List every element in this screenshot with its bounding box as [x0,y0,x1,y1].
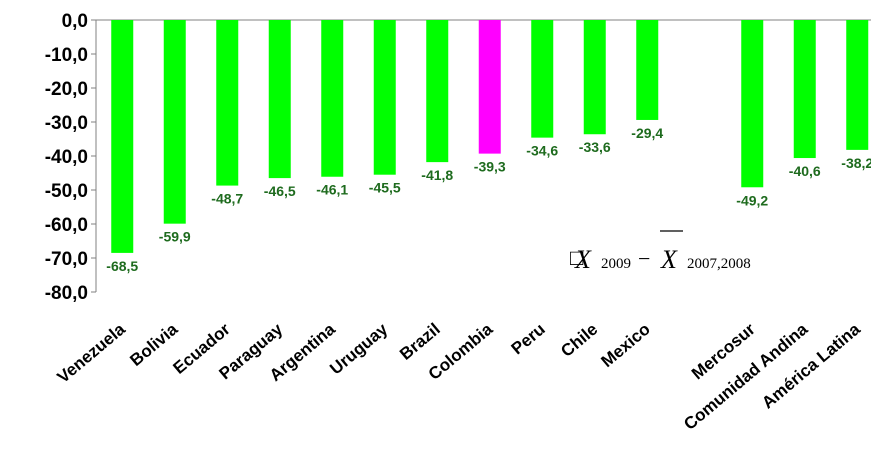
y-tick-label: -10,0 [45,45,88,66]
y-tick-label: -30,0 [45,113,88,134]
x-tick-label: Venezuela [54,319,130,387]
formula-box: □ [570,245,583,270]
data-label: -41,8 [421,167,453,183]
bar [268,20,291,179]
data-label: -45,5 [369,180,401,196]
x-tick-label: América Latina [758,319,864,412]
formula-var-x-bar: X [660,245,678,274]
y-tick-label: -60,0 [45,215,88,236]
formula-subscript-2009: 2009 [601,256,631,272]
bar [846,20,869,150]
bar [216,20,239,186]
y-tick-label: -20,0 [45,79,88,100]
formula-annotation: □ X 2009 − X 2007,2008 [570,230,751,274]
x-tick-label: Peru [508,320,549,359]
data-label: -68,5 [106,258,138,274]
y-tick-label: -70,0 [45,249,88,270]
data-label: -59,9 [159,229,191,245]
x-tick-label: Uruguay [326,319,391,378]
data-label: -39,3 [474,159,506,175]
bar [793,20,816,159]
data-label: -46,1 [316,182,348,198]
bar [636,20,659,120]
data-label: -40,6 [789,163,821,179]
data-label: -46,5 [264,183,296,199]
data-label: -49,2 [736,192,768,208]
y-tick-label: 0,0 [62,11,88,32]
formula-minus: − [638,246,650,271]
y-axis: 0,0 -10,0 -20,0 -30,0 -40,0 -50,0 -60,0 -70,0 -8… [45,11,871,304]
formula-subscript-2007-2008: 2007,2008 [687,256,751,272]
bar [373,20,396,175]
bar [741,20,764,188]
data-label: -29,4 [631,125,663,141]
data-label: -34,6 [526,143,558,159]
data-label: -48,7 [211,191,243,207]
y-tick-label: -40,0 [45,147,88,168]
bars [111,20,869,253]
bar [583,20,606,135]
bar [531,20,554,138]
x-tick-label: Mexico [597,320,653,372]
y-tick-label: -50,0 [45,181,88,202]
x-tick-label: Brazil [396,320,444,364]
data-label: -38,2 [841,155,871,171]
y-tick-label: -80,0 [45,283,88,304]
formula-var-x: X [574,245,592,274]
bar [478,20,501,154]
data-label: -33,6 [579,139,611,155]
x-tick-label: Chile [557,320,601,361]
bar [426,20,449,163]
bar [321,20,344,177]
data-labels: -68,5 -59,9 -48,7 -46,5 -46,1 -45,5 -41,8 -39,3… [106,125,871,274]
x-axis-tick-labels: VenezuelaBoliviaEcuadorParaguayArgentina… [54,319,865,434]
bar [111,20,134,253]
bar [163,20,186,224]
